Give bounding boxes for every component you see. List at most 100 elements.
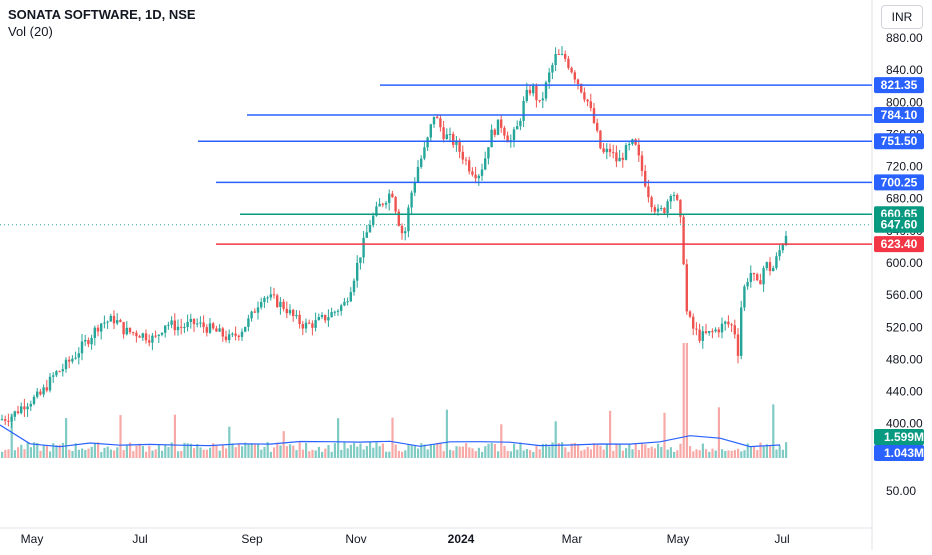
volume-bar [372, 447, 375, 458]
candle-body [765, 262, 768, 269]
volume-bar [186, 443, 189, 458]
candle-body [650, 197, 653, 208]
volume-bar [781, 449, 784, 458]
volume-bar [298, 442, 301, 458]
candle-body [676, 194, 679, 200]
candle-body [167, 324, 170, 326]
volume-bar [356, 446, 359, 458]
candle-body [116, 320, 119, 324]
volume-bar [605, 444, 608, 458]
candle-body [717, 329, 720, 333]
candle-body [330, 312, 333, 318]
candle-body [157, 334, 160, 336]
volume-bar [4, 449, 7, 458]
price-tick-label: 800.00 [886, 95, 923, 109]
volume-bar [13, 450, 16, 458]
candle-body [634, 139, 637, 145]
candle-body [608, 148, 612, 153]
volume-bar [679, 443, 682, 458]
volume-bar [589, 449, 592, 458]
volume-bar [231, 443, 234, 458]
volume-bar [353, 442, 356, 458]
volume-bar [81, 448, 84, 458]
candle-body [183, 327, 186, 329]
candle-body [103, 322, 106, 324]
volume-bar [433, 444, 436, 458]
volume-bar [29, 447, 32, 458]
candle-body [461, 151, 464, 160]
candle-body [749, 272, 752, 282]
candle-body [407, 207, 410, 232]
volume-bar [228, 426, 231, 458]
candle-body [352, 280, 356, 293]
volume-bar [631, 449, 634, 458]
volume-bar [583, 449, 586, 458]
price-tick-label: 560.00 [886, 288, 923, 302]
candle-body [68, 359, 71, 362]
volume-bar [273, 447, 276, 458]
volume-bar [669, 447, 672, 458]
volume-bar [759, 442, 762, 458]
candle-body [724, 321, 727, 324]
volume-bar [481, 451, 484, 458]
candle-body [250, 311, 253, 319]
volume-bar [33, 442, 36, 458]
candle-body [256, 307, 260, 313]
price-tick-label: 840.00 [886, 63, 923, 77]
volume-bar [676, 450, 679, 458]
volume-value-label: 1.599M [884, 430, 924, 444]
volume-bar [148, 445, 151, 458]
volume-bar [292, 445, 295, 458]
candle-body [298, 314, 301, 325]
candle-body [80, 341, 84, 354]
volume-bar [493, 443, 496, 458]
volume-bar [378, 446, 381, 458]
candle-body [42, 387, 45, 395]
candle-body [365, 232, 368, 238]
candle-body [272, 294, 276, 296]
volume-bar [388, 451, 391, 458]
candle-body [506, 135, 509, 143]
volume-bar [151, 450, 154, 458]
candle-body [759, 280, 762, 285]
time-tick-label: Sep [241, 532, 263, 546]
candle-body [554, 53, 557, 66]
volume-bar [724, 450, 727, 458]
currency-button[interactable]: INR [881, 5, 923, 29]
volume-bar [778, 445, 781, 458]
volume-bar [109, 449, 112, 458]
volume-bar [42, 444, 45, 458]
candle-body [647, 186, 650, 198]
candle-body [522, 100, 525, 121]
volume-bar [708, 451, 711, 458]
candle-body [564, 54, 567, 59]
candle-body [13, 411, 16, 417]
candle-body [436, 116, 439, 119]
candle-body [189, 318, 192, 322]
volume-bar [756, 449, 759, 458]
volume-bar [522, 450, 525, 458]
candle-body [589, 101, 592, 109]
volume-bar [343, 442, 346, 458]
candle-body [208, 323, 212, 333]
candle-body [247, 318, 250, 327]
volume-bar [164, 444, 167, 458]
volume-bar [196, 444, 199, 458]
volume-bar [503, 446, 506, 458]
candle-body [215, 328, 218, 332]
candle-body [596, 122, 599, 131]
volume-value-badge [874, 429, 924, 445]
candle-body [618, 157, 621, 162]
candle-body [669, 195, 672, 202]
volume-bar [305, 442, 308, 458]
volume-bar [705, 449, 708, 458]
volume-bar [90, 446, 93, 458]
volume-bar [161, 450, 164, 458]
candle-body [400, 225, 404, 234]
volume-bar [621, 450, 624, 458]
candle-body [269, 294, 272, 298]
candle-body [432, 116, 436, 125]
candle-body [244, 326, 247, 332]
